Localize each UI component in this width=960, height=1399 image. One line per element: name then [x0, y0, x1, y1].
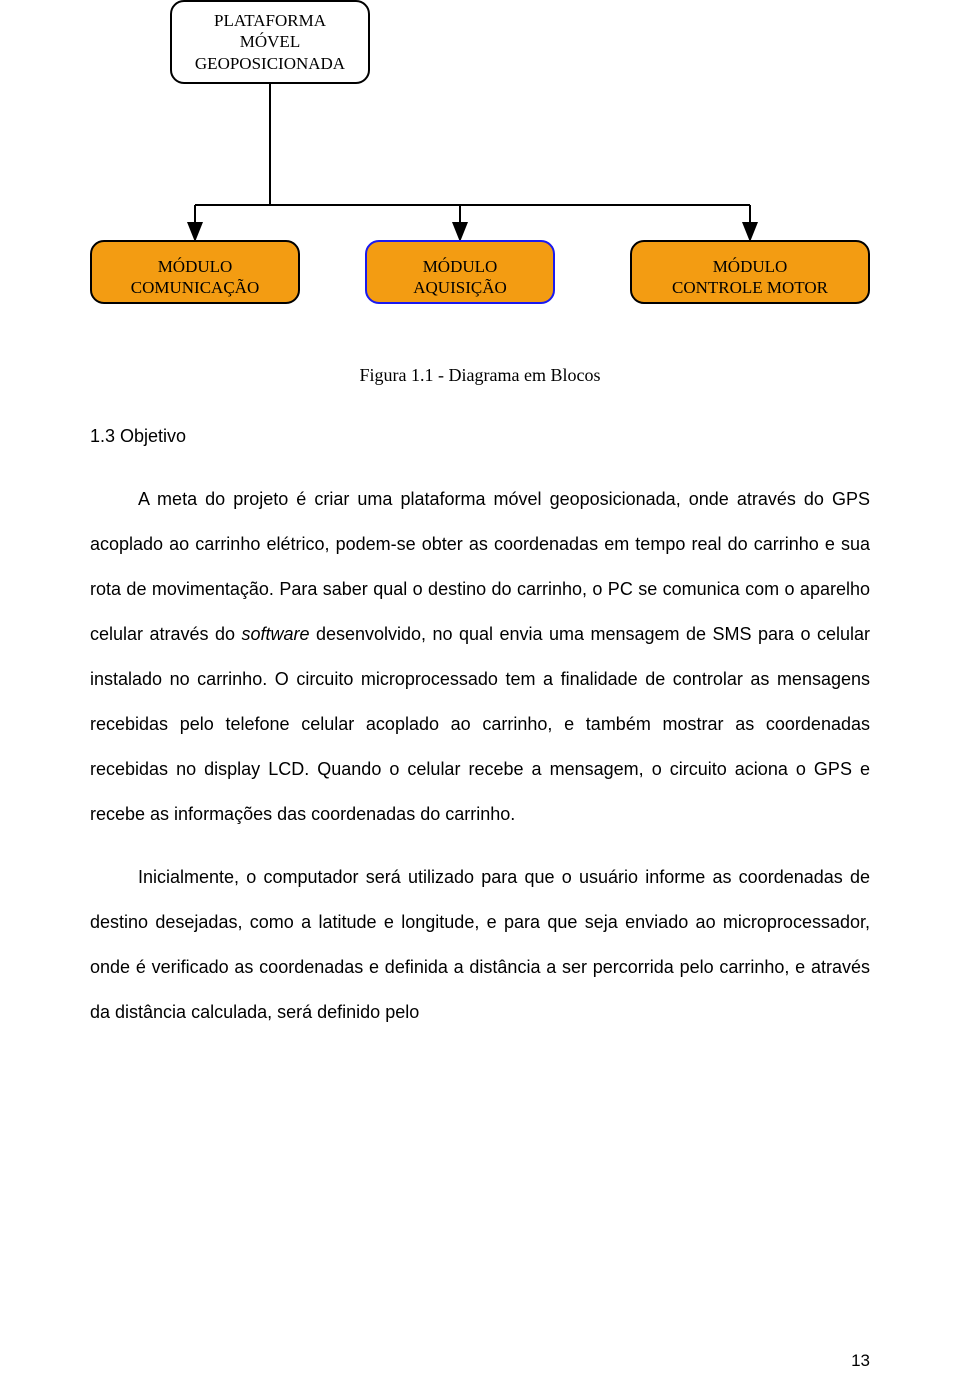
figure-caption: Figura 1.1 - Diagrama em Blocos [90, 365, 870, 386]
paragraph-1-italic: software [241, 624, 309, 644]
paragraph-1: A meta do projeto é criar uma plataforma… [90, 477, 870, 837]
paragraph-1-part-b: desenvolvido, no qual envia uma mensagem… [90, 624, 870, 824]
diagram-child-node: MÓDULOAQUISIÇÃO [365, 240, 555, 304]
diagram-root-node: PLATAFORMAMÓVELGEOPOSICIONADA [170, 0, 370, 84]
paragraph-2: Inicialmente, o computador será utilizad… [90, 855, 870, 1035]
paragraph-1-part-a: A meta do projeto é criar uma plataforma… [90, 489, 870, 644]
diagram-child-node: MÓDULOCOMUNICAÇÃO [90, 240, 300, 304]
diagram-child-node: MÓDULOCONTROLE MOTOR [630, 240, 870, 304]
section-heading-objetivo: 1.3 Objetivo [90, 426, 870, 447]
block-diagram: PLATAFORMAMÓVELGEOPOSICIONADA MÓDULOCOMU… [90, 0, 870, 340]
page-number: 13 [851, 1351, 870, 1371]
